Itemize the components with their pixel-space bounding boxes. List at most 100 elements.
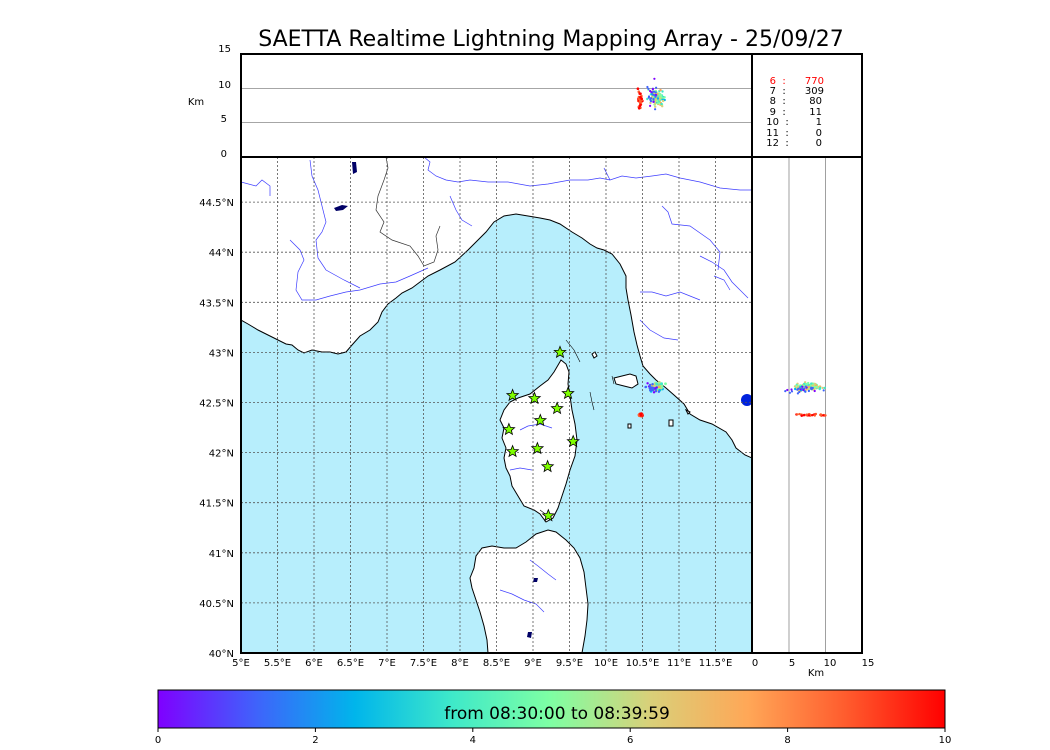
lightning-source: [649, 105, 651, 107]
lightning-source: [803, 383, 805, 385]
lon-tick-label: 9.5°E: [556, 658, 583, 669]
side-panel: 0 5 10 15 Km: [752, 157, 875, 679]
count-row-value: 80: [809, 96, 822, 107]
lightning-source: [814, 390, 816, 392]
lightning-source: [786, 389, 788, 391]
lightning-source: [791, 390, 793, 392]
side-tick-0: 0: [752, 658, 758, 669]
lightning-source: [639, 101, 642, 104]
lightning-source: [798, 391, 800, 393]
lightning-source: [659, 89, 661, 91]
lightning-source: [807, 382, 809, 384]
lat-tick-label: 44.5°N: [199, 198, 234, 209]
lightning-source: [656, 100, 658, 102]
lightning-source: [808, 414, 810, 416]
alt-axis-label: Km: [188, 97, 204, 108]
lightning-source: [790, 388, 792, 390]
lightning-source: [822, 414, 824, 416]
lightning-source: [654, 108, 656, 110]
lat-tick-label: 41°N: [209, 549, 234, 560]
lat-tick-label: 43°N: [209, 348, 234, 359]
lon-tick-label: 8°E: [451, 658, 469, 669]
lightning-source: [658, 391, 660, 393]
lightning-source: [650, 97, 652, 99]
lightning-source: [661, 90, 663, 92]
count-row-alt: 8: [770, 96, 776, 107]
lightning-source: [819, 414, 821, 416]
lon-tick-label: 7°E: [378, 658, 396, 669]
lightning-source: [655, 91, 657, 93]
lightning-source: [814, 414, 816, 416]
lightning-source: [651, 383, 653, 385]
lightning-source: [810, 387, 812, 389]
lightning-source: [796, 413, 798, 415]
lightning-source: [819, 387, 821, 389]
lightning-source: [647, 88, 649, 90]
count-row-sep: :: [785, 117, 788, 128]
colorbar-tick-label: 6: [627, 735, 633, 746]
colorbar-tick-label: 10: [939, 735, 952, 746]
colorbar: from 08:30:00 to 08:39:59 0 2 4 6 8 10: [155, 690, 952, 746]
map-panel: 5°E 5.5°E 6°E 6.5°E 7°E 7.5°E 8°E 8.5°E 9°E 9.5°E…: [199, 157, 753, 669]
lightning-source: [660, 103, 662, 105]
lightning-source: [664, 382, 667, 385]
lightning-source: [805, 386, 807, 388]
lat-tick-label: 42.5°N: [199, 398, 234, 409]
latitude-tick-labels: 44.5°N 44°N 43.5°N 43°N 42.5°N 42°N 41.5°N 41°N…: [199, 198, 234, 660]
lat-tick-label: 42°N: [209, 449, 234, 460]
longitude-tick-labels: 5°E 5.5°E 6°E 6.5°E 7°E 7.5°E 8°E 8.5°E 9°E 9.5°E…: [232, 658, 732, 669]
lightning-source: [798, 413, 800, 415]
lightning-source: [824, 414, 826, 416]
lon-tick-label: 9°E: [524, 658, 542, 669]
lightning-source: [654, 103, 656, 105]
lon-tick-label: 6.5°E: [337, 658, 364, 669]
lon-tick-label: 7.5°E: [410, 658, 437, 669]
lightning-source: [646, 382, 648, 384]
colorbar-tick-label: 0: [155, 735, 161, 746]
lightning-source: [640, 98, 643, 101]
lightning-source: [652, 98, 654, 100]
lightning-source: [814, 383, 816, 385]
lat-tick-label: 41.5°N: [199, 499, 234, 510]
side-tick-10: 10: [824, 658, 837, 669]
lightning-source: [801, 388, 803, 390]
lightning-source: [653, 78, 655, 80]
colorbar-tick-label: 8: [784, 735, 790, 746]
lightning-source: [794, 388, 796, 390]
lightning-source: [810, 382, 812, 384]
lon-tick-label: 10°E: [594, 658, 618, 669]
lightning-source: [649, 384, 651, 386]
lightning-source: [646, 86, 648, 88]
lightning-source: [801, 386, 803, 388]
lightning-source: [652, 88, 654, 90]
lightning-source: [823, 389, 825, 391]
lightning-source: [804, 391, 806, 393]
lightning-source: [653, 391, 655, 393]
lightning-source: [655, 87, 657, 89]
lightning-source: [801, 415, 803, 417]
lightning-source: [796, 389, 798, 391]
montecristo-island: [628, 424, 631, 428]
lightning-source: [652, 387, 654, 389]
count-row-alt: 10: [766, 117, 779, 128]
count-row-value: 1: [816, 117, 822, 128]
lightning-source: [645, 386, 647, 388]
colorbar-tick-label: 4: [470, 735, 476, 746]
count-row-value: 0: [816, 138, 822, 149]
lightning-source: [803, 414, 805, 416]
lon-tick-label: 6°E: [305, 658, 323, 669]
lat-tick-label: 43.5°N: [199, 298, 234, 309]
lightning-source: [639, 104, 642, 107]
lightning-source: [638, 107, 641, 110]
lightning-source: [657, 97, 659, 99]
lon-tick-label: 11°E: [667, 658, 691, 669]
colorbar-tick-label: 2: [312, 735, 318, 746]
colorbar-label: from 08:30:00 to 08:39:59: [444, 704, 670, 724]
lightning-source: [638, 92, 641, 95]
lightning-source: [824, 387, 826, 389]
lightning-source: [663, 96, 665, 98]
lightning-source: [652, 94, 654, 96]
lightning-source: [654, 106, 656, 108]
lon-tick-label: 10.5°E: [626, 658, 660, 669]
